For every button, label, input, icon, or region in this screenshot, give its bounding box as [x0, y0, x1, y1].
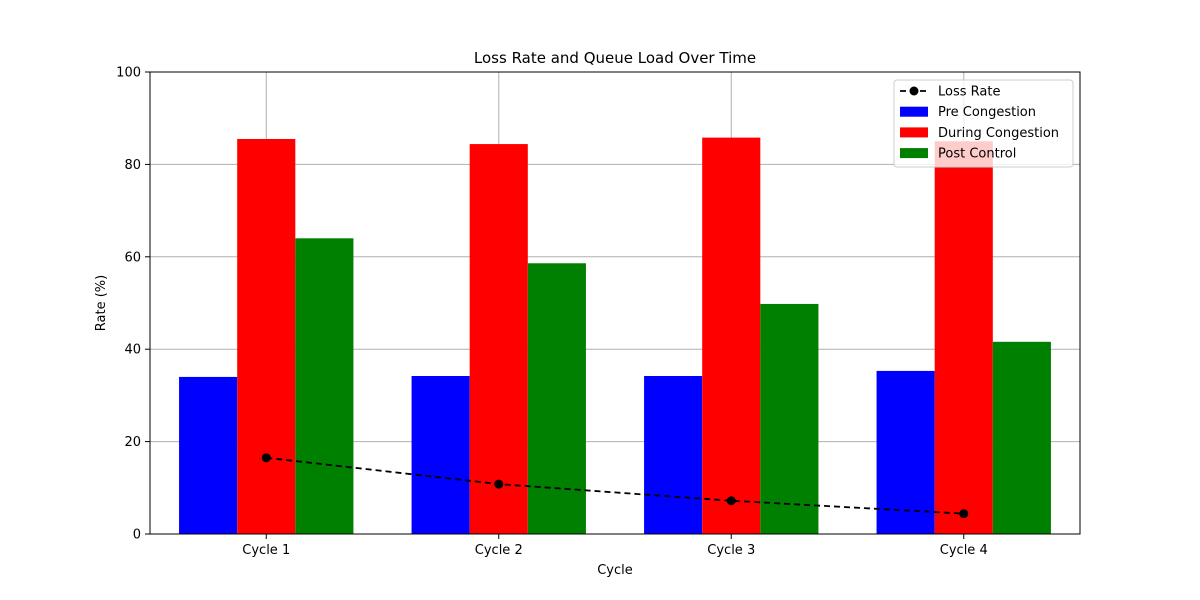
y-axis: 0 20 40 60 80 100 [116, 66, 150, 543]
legend-swatch-pre-congestion [900, 106, 928, 117]
legend-label: Loss Rate [938, 85, 1000, 100]
bar-pre-congestion [644, 375, 703, 534]
legend-swatch-during-congestion [900, 127, 928, 138]
loss-rate-point [726, 496, 736, 506]
bar-during-congestion [237, 138, 296, 535]
legend-box [893, 79, 1074, 168]
bar-during-congestion [469, 144, 528, 534]
bar-during-congestion [702, 137, 761, 534]
y-tick-label: 40 [124, 343, 141, 358]
y-tick-label: 60 [124, 250, 141, 265]
loss-rate-point [959, 509, 969, 519]
x-tick-label: Cycle 1 [242, 543, 290, 558]
y-tick-label: 0 [133, 528, 141, 543]
loss-rate-point [494, 479, 504, 489]
legend-label: Pre Congestion [938, 105, 1036, 120]
y-tick-label: 100 [116, 66, 141, 81]
y-tick-label: 20 [124, 435, 141, 450]
x-axis-label: Cycle [597, 563, 633, 578]
legend-label: During Congestion [938, 126, 1059, 141]
loss-rate-polyline [266, 456, 964, 515]
loss-rate-line [261, 453, 969, 519]
y-tick-label: 80 [124, 158, 141, 173]
bar-post-control [295, 238, 354, 534]
legend-label: Post Control [938, 147, 1016, 162]
chart-title: Loss Rate and Queue Load Over Time [474, 49, 756, 67]
bar-pre-congestion [876, 370, 935, 534]
y-axis-label: Rate (%) [94, 275, 109, 331]
x-tick-label: Cycle 2 [475, 543, 523, 558]
bar-post-control [527, 263, 586, 534]
x-tick-label: Cycle 4 [940, 543, 988, 558]
bar-pre-congestion [179, 376, 238, 534]
bar-during-congestion [934, 141, 993, 535]
x-axis: Cycle 1 Cycle 2 Cycle 3 Cycle 4 [242, 534, 988, 558]
bars [179, 137, 1051, 535]
bar-post-control [760, 303, 819, 534]
bar-pre-congestion [411, 375, 470, 534]
legend-swatch-marker [909, 86, 919, 96]
loss-rate-point [261, 453, 271, 463]
legend-swatch-post-control [900, 148, 928, 159]
bar-post-control [992, 341, 1051, 534]
x-tick-label: Cycle 3 [707, 543, 755, 558]
plot-frame [149, 71, 1081, 535]
legend: Loss Rate Pre Congestion During Congestion… [893, 79, 1074, 168]
